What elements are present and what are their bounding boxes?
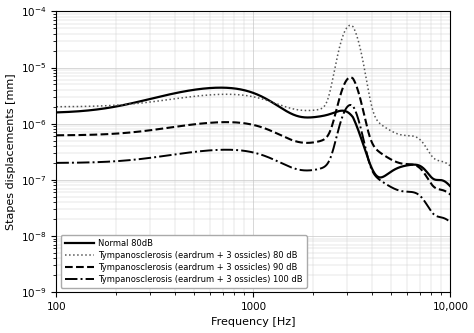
- Normal 80dB: [364, 154, 370, 158]
- Tympanosclerosis (eardrum + 3 ossicles) 100 dB: [235, 148, 240, 152]
- Tympanosclerosis (eardrum + 3 ossicles) 80 dB: [235, 93, 240, 97]
- X-axis label: Frequency [Hz]: Frequency [Hz]: [211, 317, 296, 327]
- Line: Tympanosclerosis (eardrum + 3 ossicles) 80 dB: Tympanosclerosis (eardrum + 3 ossicles) …: [56, 25, 450, 166]
- Tympanosclerosis (eardrum + 3 ossicles) 100 dB: [347, 103, 353, 107]
- Normal 80dB: [235, 87, 241, 91]
- Tympanosclerosis (eardrum + 3 ossicles) 90 dB: [73, 133, 79, 137]
- Tympanosclerosis (eardrum + 3 ossicles) 100 dB: [54, 161, 59, 165]
- Tympanosclerosis (eardrum + 3 ossicles) 100 dB: [437, 215, 442, 219]
- Tympanosclerosis (eardrum + 3 ossicles) 80 dB: [437, 159, 442, 163]
- Tympanosclerosis (eardrum + 3 ossicles) 100 dB: [364, 152, 370, 156]
- Normal 80dB: [447, 184, 453, 188]
- Tympanosclerosis (eardrum + 3 ossicles) 100 dB: [436, 215, 442, 219]
- Line: Tympanosclerosis (eardrum + 3 ossicles) 100 dB: Tympanosclerosis (eardrum + 3 ossicles) …: [56, 105, 450, 222]
- Tympanosclerosis (eardrum + 3 ossicles) 80 dB: [364, 80, 370, 84]
- Tympanosclerosis (eardrum + 3 ossicles) 100 dB: [73, 161, 79, 165]
- Normal 80dB: [246, 89, 251, 93]
- Tympanosclerosis (eardrum + 3 ossicles) 80 dB: [436, 159, 442, 163]
- Tympanosclerosis (eardrum + 3 ossicles) 90 dB: [436, 187, 442, 191]
- Tympanosclerosis (eardrum + 3 ossicles) 90 dB: [437, 187, 442, 191]
- Tympanosclerosis (eardrum + 3 ossicles) 90 dB: [54, 133, 59, 137]
- Legend: Normal 80dB, Tympanosclerosis (eardrum + 3 ossicles) 80 dB, Tympanosclerosis (ea: Normal 80dB, Tympanosclerosis (eardrum +…: [61, 235, 307, 288]
- Tympanosclerosis (eardrum + 3 ossicles) 80 dB: [447, 164, 453, 168]
- Normal 80dB: [436, 178, 442, 182]
- Tympanosclerosis (eardrum + 3 ossicles) 80 dB: [245, 94, 251, 98]
- Tympanosclerosis (eardrum + 3 ossicles) 80 dB: [347, 23, 353, 27]
- Normal 80dB: [218, 86, 223, 90]
- Line: Normal 80dB: Normal 80dB: [56, 88, 450, 186]
- Tympanosclerosis (eardrum + 3 ossicles) 90 dB: [235, 121, 240, 125]
- Tympanosclerosis (eardrum + 3 ossicles) 90 dB: [364, 124, 370, 128]
- Line: Tympanosclerosis (eardrum + 3 ossicles) 90 dB: Tympanosclerosis (eardrum + 3 ossicles) …: [56, 77, 450, 194]
- Tympanosclerosis (eardrum + 3 ossicles) 100 dB: [245, 150, 251, 154]
- Tympanosclerosis (eardrum + 3 ossicles) 90 dB: [347, 75, 353, 79]
- Tympanosclerosis (eardrum + 3 ossicles) 90 dB: [245, 122, 251, 126]
- Tympanosclerosis (eardrum + 3 ossicles) 80 dB: [73, 105, 79, 109]
- Tympanosclerosis (eardrum + 3 ossicles) 80 dB: [54, 105, 59, 109]
- Y-axis label: Stapes displacements [mm]: Stapes displacements [mm]: [6, 74, 16, 230]
- Normal 80dB: [73, 110, 79, 114]
- Tympanosclerosis (eardrum + 3 ossicles) 90 dB: [447, 192, 453, 196]
- Normal 80dB: [437, 178, 442, 182]
- Normal 80dB: [54, 111, 59, 115]
- Tympanosclerosis (eardrum + 3 ossicles) 100 dB: [447, 220, 453, 224]
